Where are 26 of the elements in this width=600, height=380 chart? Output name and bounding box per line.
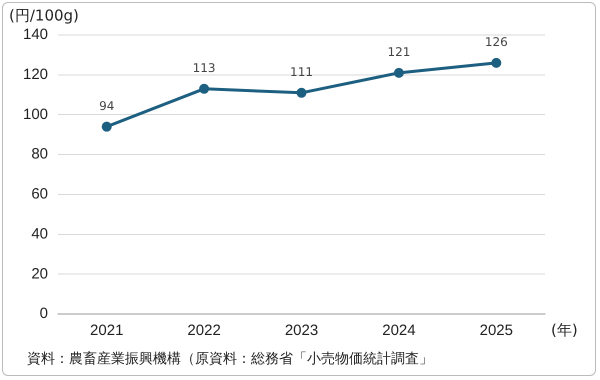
y-tick-label: 20: [31, 265, 48, 282]
x-tick-label: 2021: [90, 322, 124, 340]
x-tick-label: 2024: [382, 322, 416, 340]
x-tick-label: 2023: [284, 322, 318, 340]
data-label: 111: [290, 64, 313, 79]
x-tick-label: 2022: [187, 322, 221, 340]
point: [199, 84, 210, 94]
text: 資料：農畜産業振興機構（原資料：総務省「小売物価統計調査」: [27, 350, 433, 368]
y-tick-label: 40: [31, 225, 48, 242]
x-axis-title: (年): [551, 320, 578, 339]
y-axis-title: (円/100g): [9, 6, 79, 24]
data-label: 94: [99, 98, 114, 113]
y-tick-label: 100: [22, 106, 48, 123]
y-tick-label: 120: [22, 66, 48, 83]
point: [296, 88, 307, 98]
point: [102, 122, 112, 132]
data-label: 126: [484, 35, 508, 50]
point: [394, 68, 404, 78]
y-tick-label: 80: [31, 146, 48, 163]
data-label: 113: [192, 60, 216, 75]
data-label: 121: [387, 44, 410, 59]
y-tick-label: 0: [40, 305, 48, 322]
point: [491, 58, 502, 68]
y-tick-label: 60: [31, 186, 48, 203]
x-tick-label: 2025: [480, 322, 513, 340]
y-tick-label: 140: [22, 26, 48, 44]
